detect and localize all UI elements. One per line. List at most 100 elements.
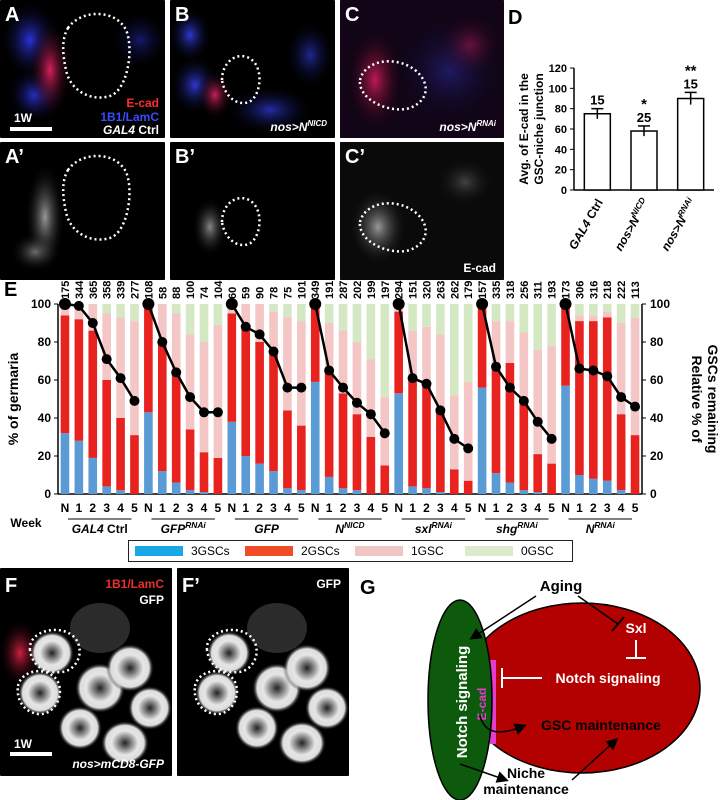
chart-e-ytick-label-right: 60 <box>650 373 664 387</box>
panel-c-micrograph <box>340 0 504 138</box>
sxl-label: Sxl <box>625 620 646 636</box>
chart-e-bar-segment <box>352 342 362 415</box>
chart-e-bar-segment <box>616 490 626 494</box>
niche-to-maint-arrow <box>459 763 509 783</box>
chart-e-n-label: 294 <box>394 280 406 299</box>
chart-e-ytick-label-left: 0 <box>44 487 51 501</box>
chart-e-week-label: N <box>144 501 153 515</box>
chart-e-bar-segment <box>241 456 251 494</box>
chart-e-bar-segment <box>74 304 84 320</box>
chart-e-bar-segment <box>505 321 515 363</box>
legend-swatch-2gscs <box>245 546 293 556</box>
chart-d-bar <box>583 113 612 191</box>
chart-e-bar-segment <box>185 334 195 430</box>
chart-d-ylabel-2: GSC-niche junction <box>532 73 546 184</box>
genotype-a: GAL4 Ctrl <box>102 123 159 137</box>
chart-e-ylabel-right-1: Relative % of <box>689 355 705 442</box>
chart-e-bar-segment <box>116 418 125 491</box>
chart-e-n-label: 318 <box>505 281 517 299</box>
chart-e-bar-segment <box>241 304 251 327</box>
chart-d-sig-label: ** <box>685 62 697 79</box>
chart-d-ytick-label: 40 <box>555 144 567 156</box>
chart-e-point <box>324 365 335 376</box>
chart-e-bar-segment <box>352 490 362 494</box>
chart-e-bar-segment <box>102 304 111 314</box>
scale-bar-f <box>10 752 52 756</box>
chart-e-n-label: 349 <box>310 281 322 299</box>
chart-e-n-label: 199 <box>366 281 378 299</box>
panel-c-image: C nos>NRNAi <box>340 0 504 138</box>
panel-c2-micrograph <box>340 142 504 280</box>
chart-e-bar-segment <box>116 490 125 494</box>
chart-e-bar-segment <box>338 330 348 394</box>
chart-e-bar-segment <box>575 304 584 316</box>
chart-e-bar-segment <box>297 425 306 491</box>
chart-e-point <box>254 329 265 340</box>
legend-f-1b1-lamc: 1B1/LamC <box>105 577 164 591</box>
niche-ellipse <box>427 599 493 800</box>
chart-d-bar <box>676 97 705 191</box>
chart-e-n-label: 104 <box>213 280 225 299</box>
chart-e-week-label: 3 <box>270 501 277 515</box>
chart-e-bar-segment <box>269 311 278 352</box>
chart-e-bar-segment <box>533 304 543 350</box>
chart-e-bar-segment <box>144 412 153 494</box>
chart-e-week-label: 4 <box>284 501 291 515</box>
chart-e-bar-segment <box>157 343 167 472</box>
legend-item-3gscs: 3GSCs <box>135 544 230 558</box>
chart-e-bar-segment <box>449 469 459 494</box>
chart-e-bar-segment <box>616 323 626 415</box>
chart-d-ytick-label: 80 <box>555 104 567 116</box>
chart-e-bar-segment <box>310 381 320 494</box>
chart-e-bar-segment <box>269 304 278 312</box>
chart-e-n-label: 339 <box>116 281 128 299</box>
chart-d-ytick-label: 20 <box>555 165 567 177</box>
chart-e-n-label: 108 <box>143 281 155 299</box>
panel-f2-micrograph <box>193 603 349 765</box>
chart-e-bar-segment <box>463 480 473 494</box>
chart-e-week-label: 5 <box>215 501 222 515</box>
chart-e-week-label: 3 <box>103 501 110 515</box>
chart-e-point <box>171 367 182 378</box>
chart-e-bar-segment <box>102 313 111 380</box>
chart-e-bar-segment <box>366 359 376 437</box>
chart-e-week-label: 1 <box>493 501 500 515</box>
legend-label-2gscs: 2GSCs <box>301 544 340 558</box>
chart-e-n-label: 193 <box>547 281 559 299</box>
chart-e-bar-segment <box>297 321 306 426</box>
chart-e-bar-segment <box>602 311 612 318</box>
chart-e-week-label: 2 <box>256 501 263 515</box>
legend-label-0gsc: 0GSC <box>521 544 554 558</box>
panel-label-b: B <box>175 4 190 26</box>
chart-e-n-label: 179 <box>463 281 475 299</box>
chart-e-bar-segment <box>491 321 501 367</box>
chart-e-point <box>559 298 572 310</box>
panel-label-g: G <box>360 577 376 599</box>
chart-e-bar-segment <box>157 471 167 494</box>
chart-e-point <box>588 365 599 376</box>
genotype-b: nos>NNICD <box>270 119 327 134</box>
chart-e-bar-segment <box>630 435 640 494</box>
chart-e-bar-segment <box>283 317 292 411</box>
chart-e-point <box>225 298 238 310</box>
chart-e-point <box>546 433 557 444</box>
chart-e-bar-segment <box>74 440 84 494</box>
chart-e-bar-segment <box>60 315 70 434</box>
chart-e-bar-segment <box>213 324 223 458</box>
chart-e-bar-segment <box>380 304 390 398</box>
panel-label-a2: A’ <box>5 146 24 168</box>
chart-e-point <box>435 405 446 416</box>
chart-e-bar-segment <box>422 488 431 494</box>
chart-e-n-label: 218 <box>602 281 614 299</box>
chart-d-ytick-label: 100 <box>549 83 567 95</box>
legend-f2-gfp: GFP <box>316 577 341 591</box>
chart-e-group-label: sxlRNAi <box>415 520 453 536</box>
panel-label-d: D <box>508 7 523 29</box>
chart-e-n-label: 222 <box>616 281 628 299</box>
chart-e-bar-segment <box>324 304 334 323</box>
chart-e-point <box>616 392 627 403</box>
niche-maint-label-1: Niche <box>507 765 545 781</box>
panel-f2-image: F’ GFP <box>177 568 349 776</box>
chart-e-bar-segment <box>630 317 640 436</box>
chart-e-week-label: 2 <box>173 501 180 515</box>
